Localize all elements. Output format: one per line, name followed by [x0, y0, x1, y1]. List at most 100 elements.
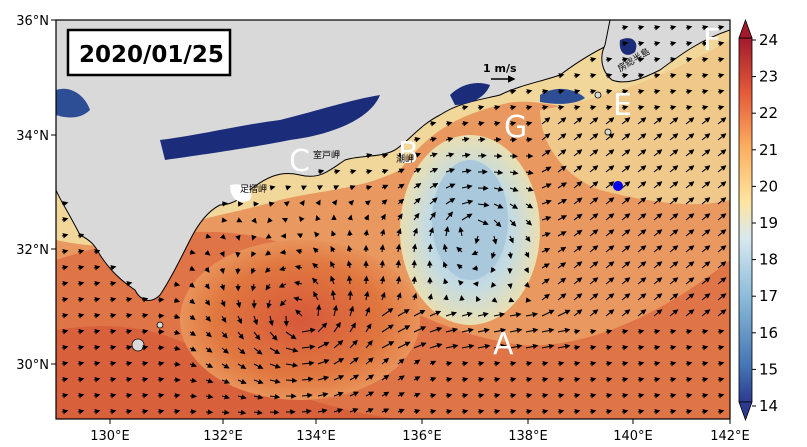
current-vector — [396, 228, 402, 237]
current-vector — [333, 408, 344, 414]
current-vector — [141, 313, 149, 319]
current-vector — [717, 393, 725, 399]
current-vector — [637, 293, 647, 301]
current-vector — [605, 245, 615, 253]
current-vector — [605, 293, 615, 301]
current-vector — [621, 245, 631, 253]
current-vector — [364, 290, 370, 301]
current-vector — [141, 409, 149, 415]
current-vector — [109, 377, 117, 383]
current-vector — [589, 309, 599, 317]
current-vector — [269, 347, 281, 355]
current-vector — [589, 117, 599, 125]
current-vector — [397, 325, 411, 333]
colorbar-tick-label: 16 — [759, 324, 778, 342]
current-vector — [669, 245, 679, 253]
current-vector — [508, 235, 514, 244]
current-vector — [444, 226, 450, 237]
current-vector — [669, 293, 679, 301]
current-vector — [685, 105, 693, 111]
current-vector — [669, 361, 677, 367]
current-vector — [313, 291, 319, 301]
current-vector — [589, 261, 599, 269]
current-vector — [541, 409, 549, 415]
current-vector — [509, 169, 519, 176]
current-vector — [523, 267, 529, 274]
current-vector — [717, 133, 727, 141]
current-vector — [346, 245, 353, 253]
current-vector — [557, 409, 565, 415]
current-vector — [301, 327, 316, 334]
current-vector — [589, 73, 597, 79]
colorbar-gradient — [738, 37, 753, 403]
colorbar-extend-bottom — [738, 401, 753, 422]
current-vector — [508, 297, 515, 303]
x-tick-label: 138°E — [508, 429, 548, 444]
current-vector — [348, 305, 355, 317]
current-vector — [717, 149, 727, 157]
current-vector — [541, 89, 549, 95]
current-vector — [541, 216, 552, 222]
current-vector — [125, 329, 133, 335]
current-vector — [525, 219, 533, 226]
current-vector — [283, 201, 290, 207]
current-vector — [253, 394, 264, 400]
current-vector — [157, 409, 165, 415]
current-vector — [557, 215, 567, 221]
current-vector — [442, 261, 448, 269]
current-vector — [637, 309, 647, 317]
colorbar-tick-label: 14 — [759, 397, 778, 415]
current-vector — [301, 408, 312, 415]
current-vector — [493, 327, 507, 334]
current-vector — [365, 391, 375, 397]
current-vector — [589, 329, 597, 335]
current-vector — [557, 89, 565, 95]
current-vector — [525, 169, 534, 176]
current-vector — [333, 185, 340, 191]
current-vector — [490, 281, 497, 288]
current-vector — [77, 329, 85, 335]
current-vector — [573, 409, 581, 415]
current-vector — [301, 360, 315, 367]
current-vector — [221, 331, 228, 339]
current-vector — [279, 299, 287, 307]
current-vector — [701, 197, 711, 205]
current-vector — [125, 297, 133, 303]
current-vector — [701, 245, 711, 253]
current-vector — [685, 181, 695, 189]
current-vector — [589, 361, 597, 367]
current-vector — [717, 25, 725, 31]
current-vector — [312, 262, 319, 269]
current-vector — [541, 133, 551, 141]
current-vector — [717, 309, 727, 317]
current-vector — [621, 345, 629, 351]
current-vector — [93, 297, 101, 303]
current-vector — [346, 260, 353, 269]
current-vector — [525, 327, 539, 334]
current-vector — [685, 41, 693, 47]
current-vector — [379, 275, 386, 285]
current-vector — [109, 281, 117, 287]
current-vector — [557, 133, 567, 141]
current-vector — [621, 393, 629, 399]
colorbar-tick-label: 19 — [759, 214, 778, 232]
current-vector — [189, 265, 196, 271]
current-vector — [589, 213, 599, 221]
current-vector — [281, 217, 289, 223]
current-vector — [477, 361, 485, 367]
current-vector — [621, 73, 629, 79]
current-vector — [93, 329, 101, 335]
current-vector — [268, 315, 274, 327]
current-vector — [461, 377, 469, 383]
current-vector — [330, 289, 337, 301]
current-vector — [317, 375, 330, 381]
current-vector — [621, 57, 629, 63]
current-vector — [669, 197, 679, 205]
current-vector — [461, 105, 469, 111]
current-vector — [204, 249, 211, 256]
current-vector — [669, 41, 677, 47]
current-vector — [637, 133, 647, 141]
current-vector — [77, 233, 85, 239]
current-vector — [461, 184, 473, 190]
current-vector — [299, 199, 305, 207]
